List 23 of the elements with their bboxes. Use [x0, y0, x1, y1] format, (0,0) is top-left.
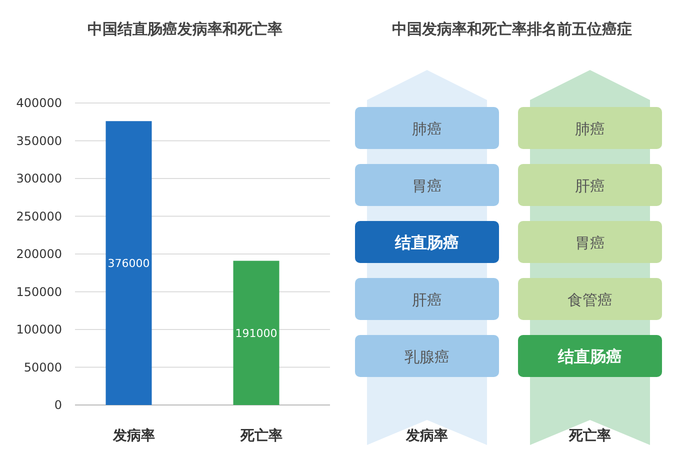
chart-title: 中国结直肠癌发病率和死亡率	[88, 20, 282, 38]
text: 中国发病率和死亡率排名前五位癌症	[392, 20, 632, 38]
y-tick-label: 150000	[16, 284, 62, 299]
text: 肝癌	[575, 177, 605, 195]
y-tick-label: 250000	[16, 209, 62, 224]
text: 乳腺癌	[404, 348, 450, 366]
y-tick-label: 400000	[16, 96, 62, 110]
y-tick-label: 50000	[24, 360, 62, 374]
text: 结直肠癌	[557, 347, 622, 366]
y-tick-label: 300000	[16, 172, 62, 186]
text: 食管癌	[568, 291, 612, 309]
y-tick-label: 200000	[16, 247, 62, 261]
text: 肺癌	[412, 120, 442, 138]
y-tick-label: 350000	[16, 134, 62, 148]
text: 结直肠癌	[394, 233, 459, 252]
y-tick-label: 100000	[16, 322, 62, 336]
text: 肝癌	[412, 291, 442, 309]
data-label: 191000	[235, 326, 278, 340]
text: 肺癌	[575, 120, 605, 138]
text: 胃癌	[412, 177, 442, 195]
y-tick-label: 0	[54, 398, 62, 412]
data-label: 376000	[108, 257, 150, 270]
text: 胃癌	[575, 234, 605, 252]
